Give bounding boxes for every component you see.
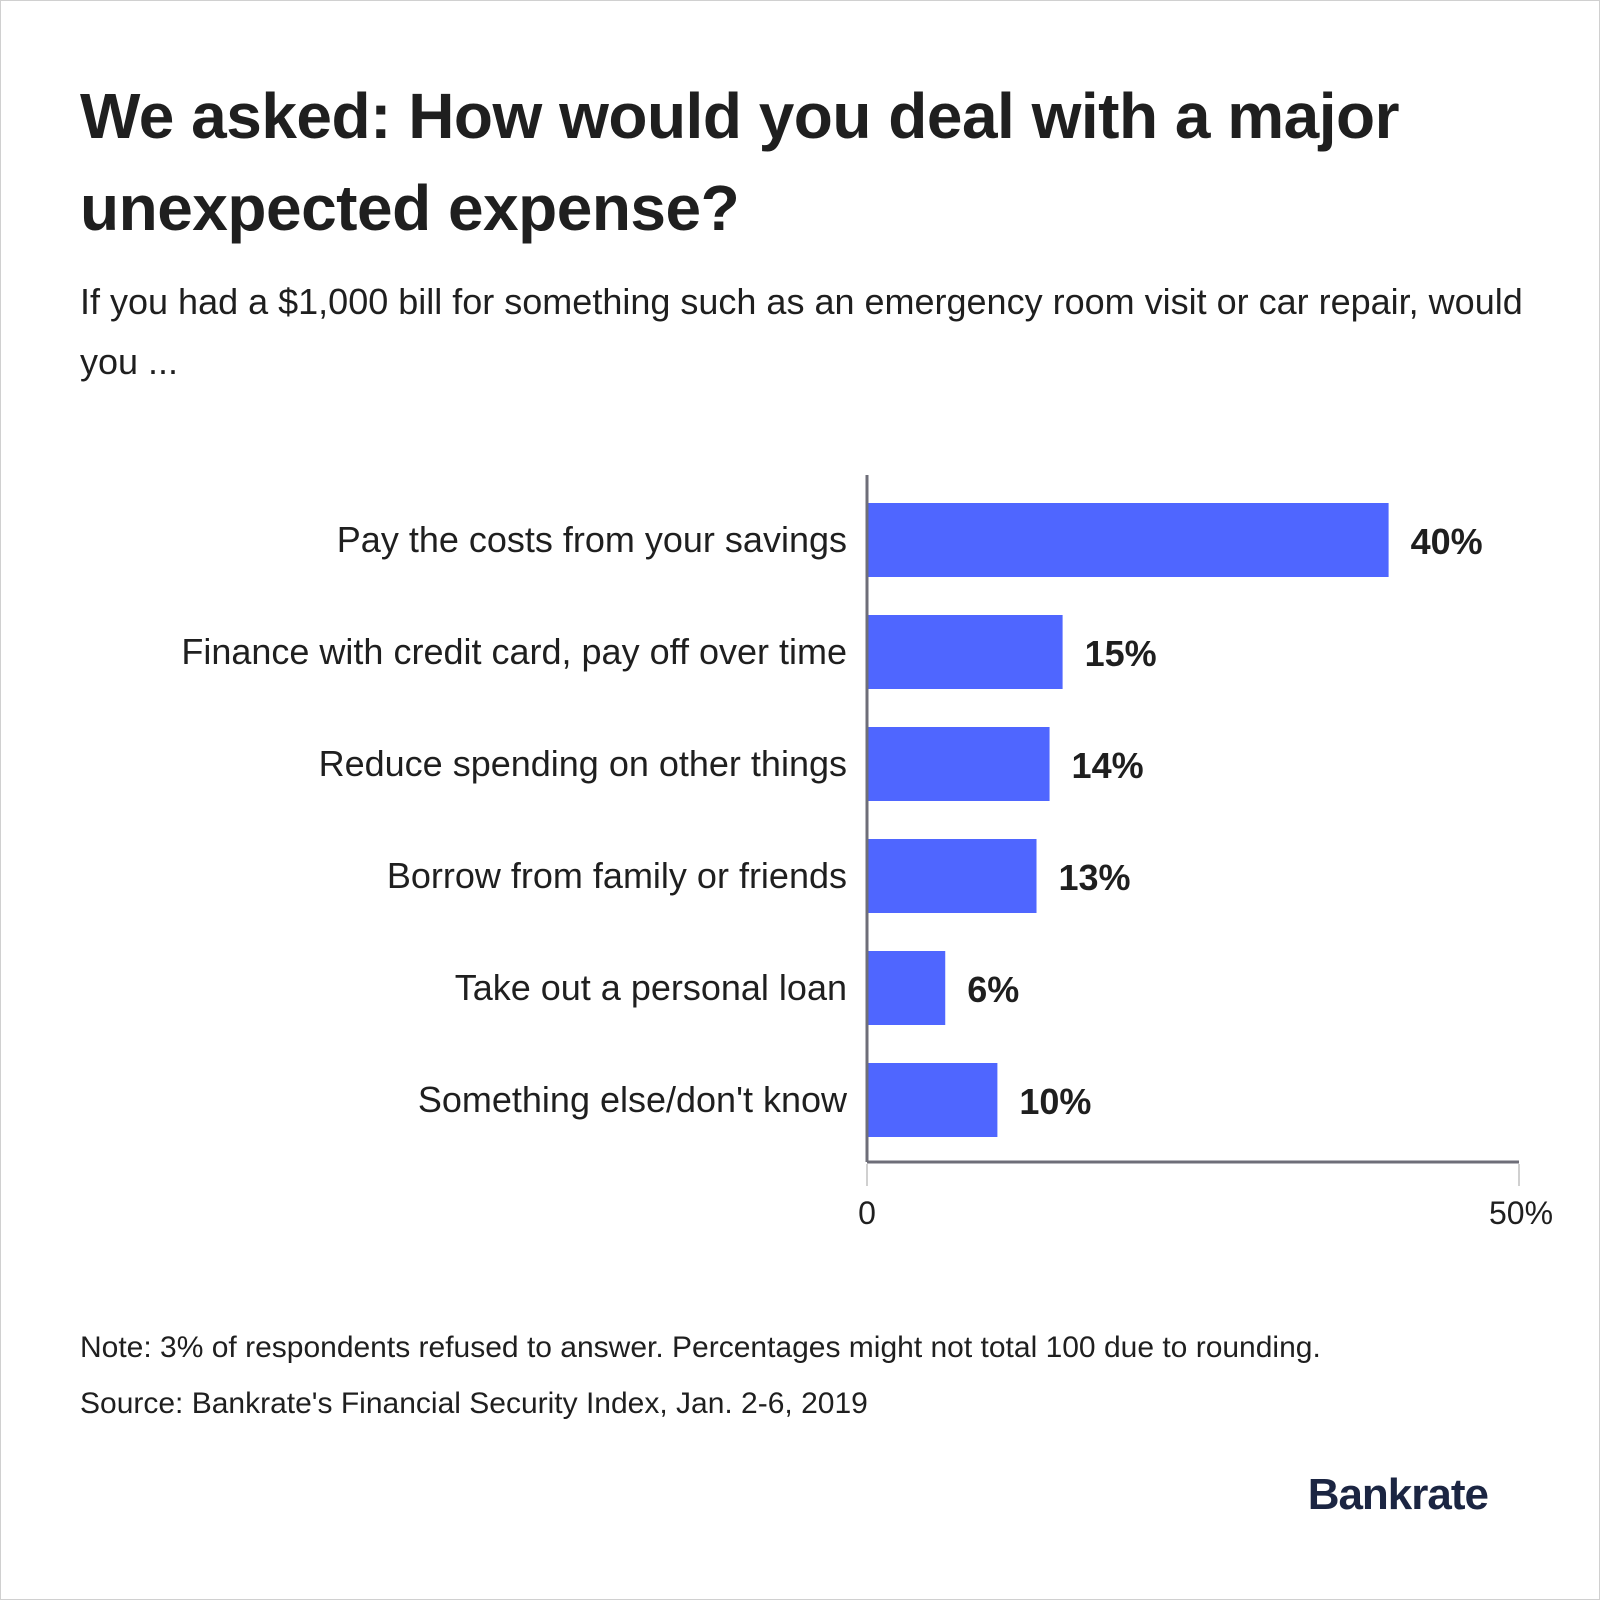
note: Note: 3% of respondents refused to answe… (80, 1331, 1321, 1364)
value-label: 13% (1059, 857, 1131, 898)
category-label: Borrow from family or friends (387, 855, 847, 896)
value-label: 15% (1085, 633, 1157, 674)
bar (867, 839, 1037, 913)
bar (867, 503, 1389, 577)
value-label: 14% (1072, 745, 1144, 786)
bar (867, 951, 946, 1025)
x-tick-label: 50% (1489, 1195, 1553, 1231)
category-label: Reduce spending on other things (319, 743, 847, 784)
category-label: Pay the costs from your savings (337, 519, 847, 560)
bar (867, 727, 1050, 801)
bar (867, 1063, 998, 1137)
chart-subtitle: If you had a $1,000 bill for something s… (80, 281, 1523, 382)
category-label: Take out a personal loan (455, 967, 847, 1008)
category-label: Something else/don't know (418, 1079, 848, 1120)
bankrate-logo: Bankrate (1307, 1470, 1489, 1519)
value-label: 6% (967, 969, 1019, 1010)
chart-title: We asked: How would you deal with a majo… (80, 80, 1400, 244)
value-label: 40% (1411, 521, 1483, 562)
bar (867, 615, 1063, 689)
x-tick-label: 0 (858, 1195, 876, 1231)
source: Source: Bankrate's Financial Security In… (80, 1387, 868, 1420)
value-label: 10% (1019, 1081, 1091, 1122)
category-label: Finance with credit card, pay off over t… (181, 631, 847, 672)
